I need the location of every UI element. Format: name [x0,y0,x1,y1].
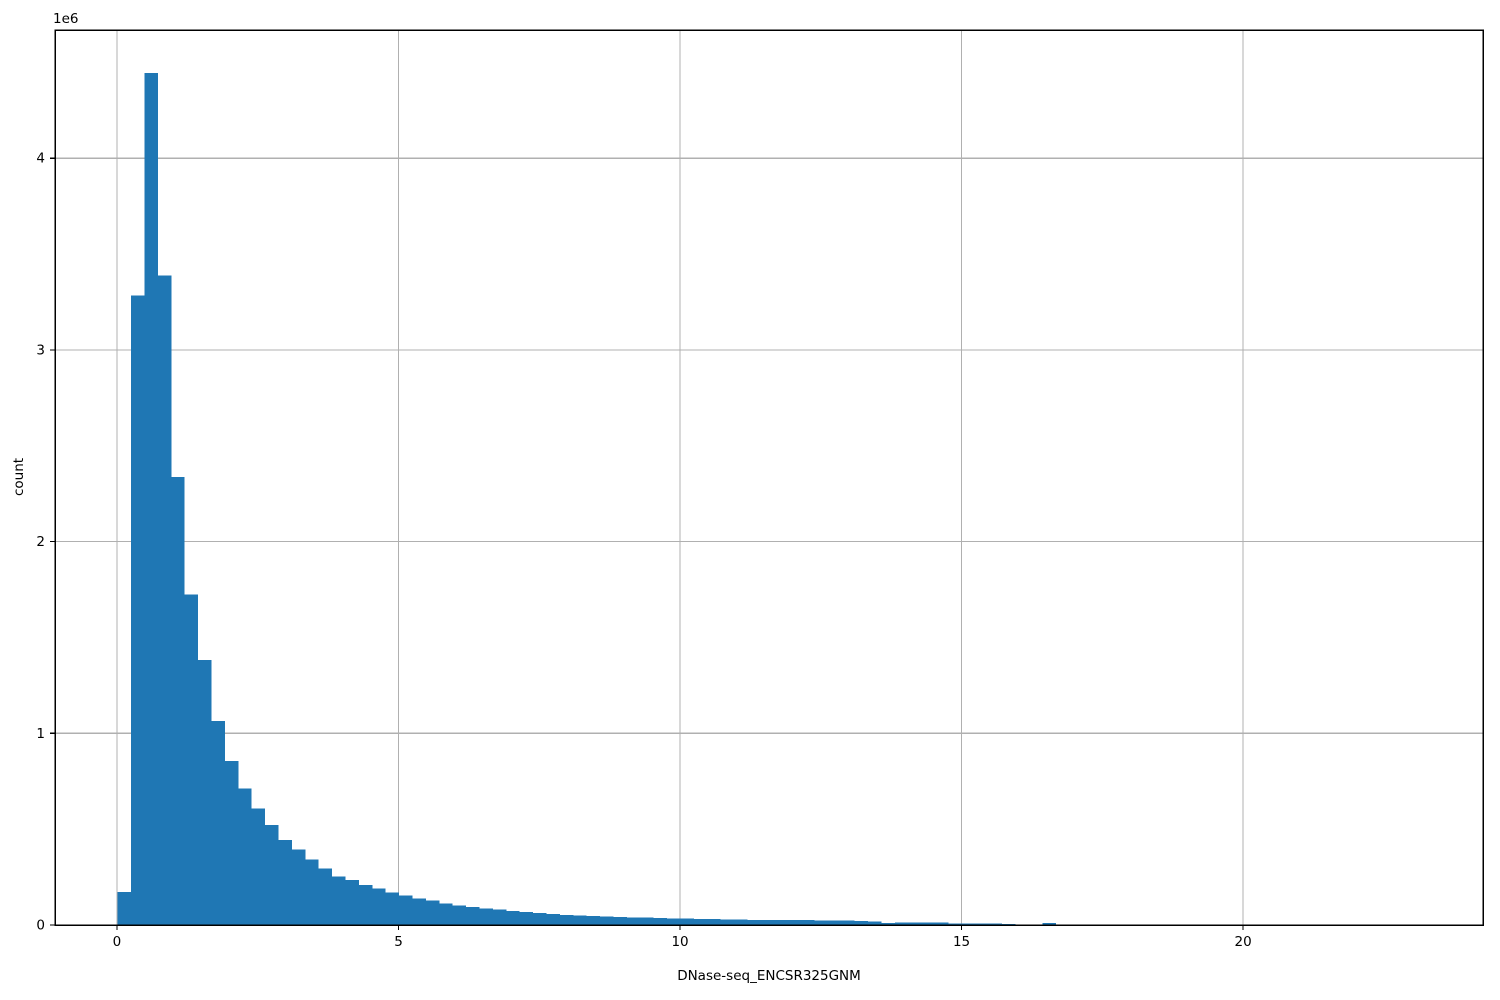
histogram-bar [680,918,694,925]
histogram-bar [935,922,949,925]
y-tick-label: 3 [36,342,45,358]
x-tick-label: 15 [953,934,970,950]
histogram-bar [157,275,172,926]
y-tick-label: 4 [36,151,45,167]
histogram-bar [546,914,560,925]
histogram-bar [372,888,386,925]
histogram-bar [291,849,306,925]
histogram-bar [466,906,480,925]
histogram-bar [265,824,279,925]
histogram-bar [318,868,333,925]
histogram-bar [492,909,507,925]
histogram-bar [519,911,534,925]
histogram-bar [573,915,587,925]
histogram-bar [948,923,962,925]
histogram-bar [640,917,654,925]
histogram-bar [787,920,802,925]
histogram-bar [412,898,426,925]
histogram-bar [747,919,761,925]
histogram-bar [278,840,292,925]
histogram-bar [894,922,909,925]
histogram-bar [211,721,225,925]
plot-border [54,29,1484,926]
histogram-bar [720,919,735,925]
histogram-bar [198,659,212,925]
histogram-bar [734,919,748,925]
histogram-bar [586,915,601,925]
histogram-bar [224,760,239,925]
histogram-bar [251,808,266,925]
histogram-bar [707,919,721,925]
y-axis-offset-text: 1e6 [53,11,79,27]
x-tick-label: 0 [113,934,122,950]
histogram-bar [841,920,855,925]
histogram-bar [921,922,936,925]
histogram-bar [533,912,547,925]
y-tick-label: 0 [36,918,45,934]
histogram-bar [693,918,708,925]
histogram-bar [144,73,158,925]
x-tick-label: 5 [394,934,403,950]
histogram-bar [184,594,199,925]
histogram-bar [305,859,319,925]
histogram-bar [171,477,185,925]
histogram-bar [399,895,413,925]
histogram-bar [238,788,252,925]
histogram-bar [908,922,922,925]
histogram-bar [1042,923,1056,925]
histogram-bar [452,905,467,925]
x-tick-label: 20 [1235,934,1252,950]
histogram-bar [760,920,775,925]
histogram-bar [827,920,842,925]
histogram-bar [868,921,882,925]
x-tick-label: 10 [671,934,688,950]
histogram-bar [600,916,614,925]
histogram-bar [439,903,453,925]
histogram-bar [117,892,132,925]
histogram-bar [613,916,627,925]
y-tick-label: 2 [36,534,45,550]
histogram-bar [479,908,493,925]
histogram-bar [814,920,828,925]
histogram-bar [667,918,681,925]
histogram-bar [854,920,869,925]
histogram-bar [385,892,400,925]
histogram-bar [774,920,788,925]
x-axis-label: DNase-seq_ENCSR325GNM [677,968,861,984]
histogram-bar [653,918,668,925]
y-tick-label: 1 [36,726,45,742]
histogram-bar [506,911,520,925]
histogram-bar [801,920,815,925]
histogram-bar [131,295,145,925]
histogram-bar [881,923,895,925]
histogram-bar [345,879,359,925]
histogram-bar [626,917,641,925]
histogram-bar [358,884,373,925]
histogram-bar [332,876,346,925]
histogram-bar [559,914,574,925]
histogram-bar [425,900,440,925]
